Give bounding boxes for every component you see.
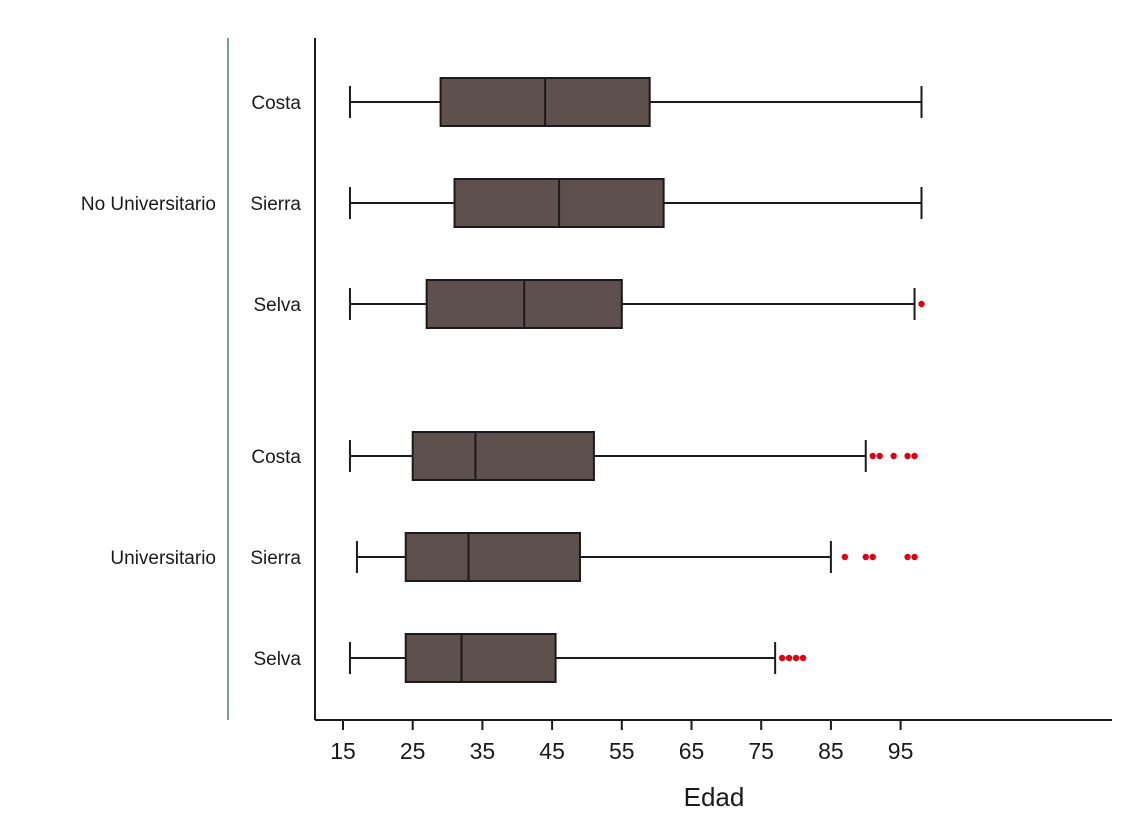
- outlier-point: [869, 553, 876, 561]
- box-universitario-sierra: [355, 532, 918, 582]
- x-tick-label: 65: [679, 738, 705, 764]
- x-tick-label: 25: [400, 738, 426, 764]
- outlier-point: [904, 452, 911, 460]
- outlier-point: [869, 452, 876, 460]
- box-iqr: [404, 633, 557, 683]
- outlier-point: [918, 300, 925, 308]
- box-no-universitario-sierra: [348, 178, 923, 228]
- outlier-point: [904, 553, 911, 561]
- box-no-universitario-costa: [348, 77, 923, 127]
- group-label: Universitario: [110, 548, 216, 569]
- x-tick-label: 75: [748, 738, 774, 764]
- outlier-point: [799, 654, 807, 662]
- box-iqr: [411, 431, 595, 481]
- category-label: Costa: [251, 93, 301, 114]
- category-label: Selva: [253, 649, 301, 670]
- category-label: Sierra: [250, 548, 301, 569]
- x-tick-label: 85: [818, 738, 844, 764]
- x-tick-label: 55: [609, 738, 635, 764]
- axes: 15 25 35 45 55 65 75 85 95: [314, 38, 1112, 764]
- category-label: Sierra: [250, 194, 301, 215]
- outlier-point: [890, 452, 897, 460]
- outlier-point: [778, 654, 786, 662]
- outlier-point: [841, 553, 849, 561]
- x-tick-label: 45: [539, 738, 565, 764]
- outlier-point: [911, 452, 918, 460]
- box-universitario-costa: [348, 431, 918, 481]
- category-label: Costa: [251, 447, 301, 468]
- category-labels: No Universitario Costa Sierra Selva Universi…: [81, 93, 302, 670]
- group-label: No Universitario: [81, 194, 216, 215]
- outlier-point: [862, 553, 869, 561]
- x-tick-label: 95: [888, 738, 914, 764]
- outlier-point: [876, 452, 883, 460]
- box-no-universitario-selva: [348, 279, 925, 329]
- box-iqr: [404, 532, 581, 582]
- x-tick-label: 15: [330, 738, 356, 764]
- x-axis-title: Edad: [684, 782, 745, 812]
- outlier-point: [792, 654, 800, 662]
- category-label: Selva: [253, 295, 301, 316]
- x-tick-label: 35: [470, 738, 496, 764]
- outlier-point: [785, 654, 793, 662]
- plot-area: [348, 77, 925, 683]
- box-universitario-selva: [348, 633, 807, 683]
- outlier-point: [911, 553, 918, 561]
